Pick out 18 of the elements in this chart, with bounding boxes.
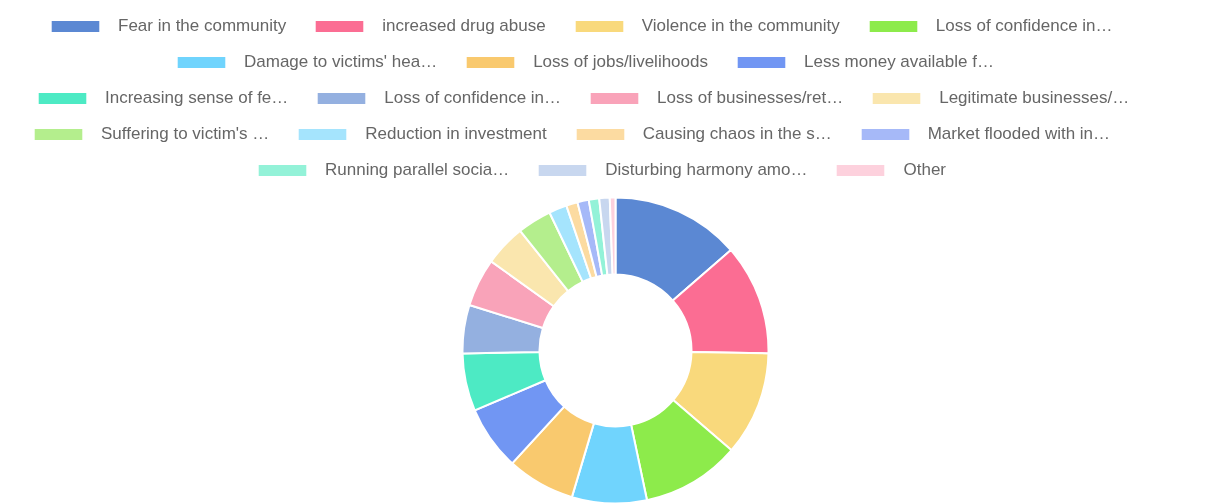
legend-label: Loss of businesses/ret… xyxy=(657,88,844,108)
legend-label: Legitimate businesses/… xyxy=(939,88,1130,108)
legend-label: Market flooded with in… xyxy=(927,124,1111,144)
legend-label: Increasing sense of fe… xyxy=(105,88,289,108)
legend-label: Less money available f… xyxy=(803,52,994,72)
legend-label: Running parallel socia… xyxy=(325,160,510,180)
legend-label: Loss of jobs/livelihoods xyxy=(533,52,708,72)
legend-label: Causing chaos in the s… xyxy=(642,124,832,144)
legend-label: Damage to victims' hea… xyxy=(244,52,438,72)
legend-label: increased drug abuse xyxy=(382,16,546,36)
legend-label: Fear in the community xyxy=(118,16,287,36)
legend-label: Violence in the community xyxy=(641,16,840,36)
legend-label: Suffering to victim's … xyxy=(101,124,270,144)
legend-label: Other xyxy=(903,160,947,180)
legend-label: Disturbing harmony amo… xyxy=(605,160,808,180)
legend-label: Loss of confidence in… xyxy=(384,88,562,108)
legend-label: Loss of confidence in… xyxy=(935,16,1113,36)
legend-label: Reduction in investment xyxy=(365,124,547,144)
